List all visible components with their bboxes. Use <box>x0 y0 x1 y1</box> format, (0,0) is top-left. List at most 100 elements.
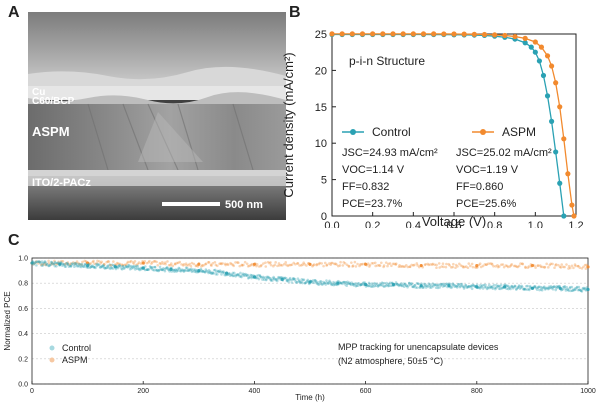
stability-point-aspm <box>277 262 281 265</box>
stability-point-aspm <box>118 262 122 266</box>
stability-point-aspm <box>350 261 353 264</box>
stability-point-aspm <box>343 262 347 265</box>
stability-point-aspm <box>563 265 566 269</box>
stability-point-control <box>103 267 107 270</box>
stability-point-aspm <box>50 263 53 266</box>
stability-point-aspm <box>169 263 172 267</box>
stability-point-control <box>58 262 62 266</box>
stability-point-aspm <box>557 263 560 267</box>
jv-point-control <box>544 93 551 99</box>
stability-point-control <box>442 284 446 288</box>
stability-point-control <box>83 263 87 267</box>
stability-point-aspm <box>142 262 146 265</box>
jv-point-aspm <box>502 32 508 39</box>
stability-point-aspm <box>61 260 65 263</box>
stability-point-aspm <box>67 262 70 266</box>
stability-point-aspm <box>364 262 368 266</box>
stability-point-aspm <box>240 263 244 267</box>
stability-point-control <box>348 281 351 284</box>
stability-point-aspm <box>211 262 215 265</box>
stability-point-control <box>228 272 231 275</box>
stability-point-aspm <box>181 264 185 267</box>
jv-point-control <box>536 58 542 64</box>
stability-point-aspm <box>53 259 56 263</box>
stability-point-control <box>555 285 559 288</box>
stability-point-control <box>225 273 229 276</box>
stability-point-control <box>45 262 49 265</box>
stability-point-control <box>566 288 570 291</box>
jv-point-aspm <box>571 213 577 219</box>
stability-point-control <box>145 268 148 272</box>
jv-point-aspm <box>420 31 427 37</box>
stability-point-control <box>411 285 415 288</box>
stability-point-control <box>86 266 90 270</box>
stability-point-control <box>584 288 587 291</box>
stability-point-control <box>566 288 570 291</box>
stability-point-aspm <box>461 264 464 268</box>
stability-point-control <box>260 276 263 279</box>
stability-point-control <box>540 288 544 292</box>
stability-point-control <box>308 280 312 284</box>
stability-point-aspm <box>54 262 58 266</box>
stability-point-aspm <box>502 265 506 269</box>
stability-point-control <box>328 279 331 283</box>
stability-point-control <box>45 263 49 266</box>
stability-point-aspm <box>580 267 584 270</box>
stability-point-control <box>100 265 103 268</box>
stability-point-control <box>43 260 46 263</box>
stability-point-aspm <box>223 262 227 266</box>
stability-point-aspm <box>257 265 261 268</box>
stability-point-aspm <box>194 264 198 268</box>
legend-marker-aspm-c <box>49 357 55 363</box>
stability-point-control <box>170 266 173 270</box>
stability-point-control <box>81 265 85 268</box>
stability-point-aspm <box>445 262 448 266</box>
stability-point-control <box>460 282 464 286</box>
stability-x-tick-label: 1000 <box>580 388 596 395</box>
stability-point-control <box>545 286 548 290</box>
stability-point-control <box>382 285 386 288</box>
stability-point-control <box>145 268 149 271</box>
stability-point-control <box>560 288 564 291</box>
stability-point-aspm <box>370 262 374 265</box>
stability-point-control <box>159 267 163 271</box>
stability-point-control <box>62 262 65 266</box>
stability-point-aspm <box>234 261 237 264</box>
stability-point-control <box>280 277 284 282</box>
stability-point-aspm <box>438 266 441 269</box>
stability-point-control <box>441 285 445 288</box>
stability-point-aspm <box>274 261 277 264</box>
stability-point-aspm <box>269 263 273 267</box>
stability-point-control <box>44 260 47 264</box>
stability-y-tick-label: 0.6 <box>18 306 28 313</box>
stability-point-aspm <box>400 264 404 268</box>
stability-point-control <box>511 287 515 290</box>
stability-point-control <box>173 269 177 272</box>
jv-point-aspm <box>553 80 559 86</box>
stability-point-control <box>212 271 215 275</box>
jv-point-aspm <box>410 31 416 37</box>
stability-point-control <box>108 263 111 266</box>
stability-point-control <box>403 282 407 286</box>
stability-point-aspm <box>153 259 157 263</box>
stability-point-control <box>163 269 167 273</box>
stability-point-control <box>106 265 110 268</box>
jv-point-aspm <box>492 32 498 38</box>
stability-point-control <box>185 266 189 270</box>
stability-point-control <box>106 264 109 268</box>
stability-point-control <box>533 285 537 288</box>
stability-point-aspm <box>516 265 520 269</box>
stability-point-aspm <box>433 263 437 266</box>
stability-point-aspm <box>356 262 359 266</box>
stability-point-aspm <box>50 261 54 265</box>
stability-point-control <box>142 266 145 269</box>
stability-point-control <box>220 273 223 276</box>
stability-point-aspm <box>347 265 351 268</box>
stability-point-aspm <box>74 261 77 265</box>
stability-point-aspm <box>292 261 296 265</box>
stability-point-aspm <box>508 265 512 268</box>
stability-point-control <box>90 265 93 269</box>
stability-point-aspm <box>255 263 259 266</box>
stability-point-control <box>388 281 392 285</box>
jv-point-aspm <box>339 31 345 37</box>
